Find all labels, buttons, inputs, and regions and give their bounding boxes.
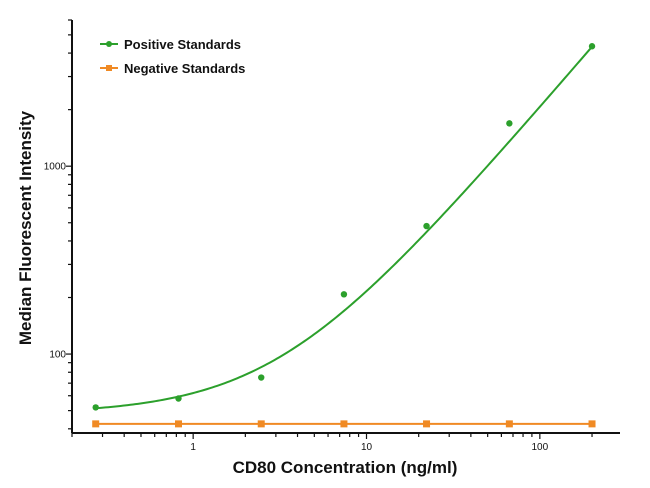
y-tick-label: 100 <box>49 350 66 361</box>
y-axis-label: Median Fluorescent Intensity <box>16 110 35 345</box>
legend-label-positive: Positive Standards <box>124 37 241 52</box>
negative-data-point <box>340 420 348 428</box>
positive-data-point <box>340 291 348 298</box>
negative-data-point <box>423 420 431 428</box>
legend: Positive Standards Negative Standards <box>100 37 245 76</box>
positive-data-point <box>92 404 99 411</box>
legend-label-negative: Negative Standards <box>124 61 245 76</box>
x-tick-label: 100 <box>532 442 549 453</box>
positive-data-point <box>506 120 513 127</box>
positive-data-point <box>258 374 265 381</box>
legend-marker-positive <box>106 41 112 47</box>
x-tick-label: 1 <box>190 442 196 453</box>
legend-marker-negative <box>106 65 112 71</box>
plot-area <box>92 43 596 428</box>
y-tick-label: 1000 <box>44 162 67 173</box>
negative-data-point <box>92 420 100 428</box>
negative-data-point <box>505 420 513 428</box>
negative-data-point <box>257 420 265 428</box>
axes: 1 10 100 100 1000 <box>44 19 620 453</box>
positive-data-point <box>175 395 182 402</box>
negative-data-point <box>174 420 182 428</box>
positive-data-point <box>423 222 430 230</box>
negative-data-point <box>588 420 596 428</box>
x-axis-label: CD80 Concentration (ng/ml) <box>233 458 458 477</box>
x-tick-label: 10 <box>361 442 373 453</box>
positive-data-point <box>588 43 596 50</box>
positive-fit-curve <box>95 46 593 410</box>
